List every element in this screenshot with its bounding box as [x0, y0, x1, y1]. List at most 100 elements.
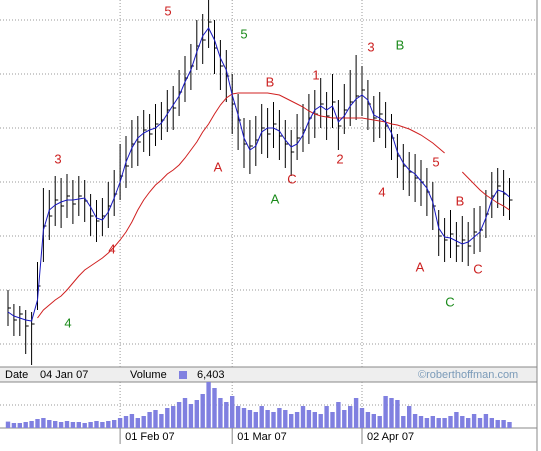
volume-bar	[88, 422, 93, 428]
volume-bar	[194, 400, 199, 428]
slow-average-line	[461, 171, 510, 211]
volume-bar	[330, 412, 335, 428]
wave-label: 4	[64, 315, 71, 330]
volume-bar	[135, 418, 140, 428]
wave-label: B	[396, 37, 405, 52]
volume-bar	[265, 410, 270, 428]
volume-bar	[253, 412, 258, 428]
volume-bar	[318, 414, 323, 428]
volume-bar	[289, 414, 294, 428]
volume-bar	[348, 406, 353, 428]
volume-bar	[176, 402, 182, 428]
volume-bar	[141, 416, 146, 428]
volume-bar	[35, 419, 40, 428]
volume-bar	[129, 414, 135, 428]
wave-label: 2	[336, 151, 343, 166]
wave-label: A	[416, 259, 425, 274]
status-date: 04 Jan 07	[40, 369, 88, 381]
volume-bar	[389, 398, 394, 428]
volume-bar	[283, 410, 288, 428]
volume-bar	[436, 418, 441, 428]
wave-label: 5	[432, 154, 439, 169]
volume-bar	[82, 423, 87, 428]
volume-bar	[448, 416, 453, 428]
volume-bar	[47, 420, 52, 428]
wave-label: C	[287, 171, 296, 186]
volume-bar	[424, 418, 430, 428]
volume-bar	[235, 406, 241, 428]
volume-bar	[241, 408, 247, 428]
volume-bar	[58, 422, 64, 428]
volume-bar	[247, 410, 253, 428]
wave-label: B	[456, 193, 465, 208]
volume-bar	[383, 396, 388, 428]
volume-bar	[200, 394, 205, 428]
volume-bar	[430, 416, 435, 428]
volume-bar	[106, 421, 111, 428]
volume-bar	[29, 421, 34, 428]
wave-label: 5	[164, 3, 171, 18]
volume-bar	[212, 388, 217, 428]
volume-bar	[230, 396, 235, 428]
volume-bar	[5, 421, 11, 428]
volume-bar	[377, 416, 382, 428]
volume-bar	[112, 420, 117, 428]
volume-bar	[442, 418, 447, 428]
status-volume: 6,403	[197, 369, 225, 381]
volume-bar	[147, 412, 152, 428]
status-date-label: Date	[5, 369, 28, 381]
volume-bar	[188, 404, 194, 428]
volume-bar	[53, 421, 58, 428]
volume-bar	[76, 422, 81, 428]
wave-label: C	[473, 261, 482, 276]
slow-average-line	[37, 92, 445, 319]
volume-bar	[11, 423, 17, 428]
x-tick-label: 01 Mar 07	[237, 431, 287, 443]
volume-bar	[395, 400, 400, 428]
volume-bar	[117, 418, 123, 428]
volume-bar	[460, 416, 465, 428]
fast-average-line	[7, 27, 510, 322]
x-tick-label: 02 Apr 07	[367, 431, 414, 443]
wave-label: B	[266, 74, 275, 89]
volume-bar	[501, 420, 506, 428]
wave-label: 1	[312, 67, 319, 82]
status-bar	[0, 367, 537, 382]
volume-bar	[471, 414, 477, 428]
volume-bar	[165, 408, 170, 428]
volume-bar	[300, 406, 306, 428]
volume-bar	[206, 382, 211, 428]
volume-bar	[23, 422, 28, 428]
volume-bar	[483, 414, 489, 428]
wave-label: 5	[240, 26, 247, 41]
volume-bar	[336, 402, 341, 428]
volume-bar	[407, 406, 412, 428]
wave-label: 4	[378, 184, 385, 199]
volume-bar	[454, 412, 459, 428]
volume-bar	[94, 421, 99, 428]
volume-bar	[218, 398, 223, 428]
volume-bar	[495, 420, 500, 428]
wave-label: 3	[367, 39, 374, 54]
volume-bar	[477, 418, 483, 428]
volume-bar	[271, 412, 276, 428]
volume-bar	[507, 422, 512, 428]
wave-label: 3	[54, 151, 61, 166]
volume-bar	[153, 410, 158, 428]
volume-bar	[466, 418, 471, 428]
volume-bar	[306, 410, 312, 428]
volume-bar	[182, 398, 188, 428]
volume-bar	[277, 408, 282, 428]
volume-bar	[123, 416, 129, 428]
volume-bar	[41, 418, 46, 428]
volume-bar	[489, 418, 494, 428]
wave-label: C	[445, 294, 454, 309]
wave-label: A	[271, 191, 280, 206]
volume-bar	[171, 406, 176, 428]
volume-bar	[64, 421, 70, 428]
volume-bar	[17, 423, 22, 428]
volume-bar	[159, 414, 164, 428]
volume-bar	[365, 412, 371, 428]
